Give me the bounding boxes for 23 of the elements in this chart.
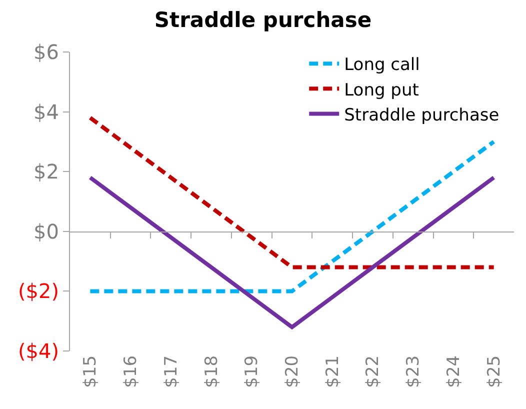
y-tick-label: ($4) (18, 339, 59, 363)
legend-label: Long call (344, 55, 420, 76)
line-series (88, 176, 496, 330)
x-tick-label: $19 (242, 355, 262, 388)
y-tick-label: $0 (34, 219, 59, 244)
chart-title: Straddle purchase (154, 8, 372, 32)
legend-label: Straddle purchase (344, 105, 500, 126)
x-tick-label: $17 (161, 355, 182, 388)
x-tick-label: $23 (404, 355, 424, 388)
legend-label: Long put (344, 80, 420, 100)
x-tick-label: $21 (322, 355, 343, 388)
y-tick-label: $2 (34, 160, 59, 184)
x-tick-label: $18 (202, 355, 222, 388)
y-tick-label: $4 (34, 100, 59, 124)
y-tick-label: ($2) (18, 279, 59, 304)
x-tick-label: $24 (444, 355, 464, 388)
x-tick-label: $25 (484, 355, 504, 388)
y-tick-label: $6 (34, 40, 59, 64)
x-tick-label: $20 (282, 355, 303, 388)
line-series (88, 140, 496, 294)
x-tick-label: $22 (363, 355, 384, 388)
x-tick-label: $15 (80, 355, 101, 388)
x-tick-label: $16 (121, 355, 142, 388)
